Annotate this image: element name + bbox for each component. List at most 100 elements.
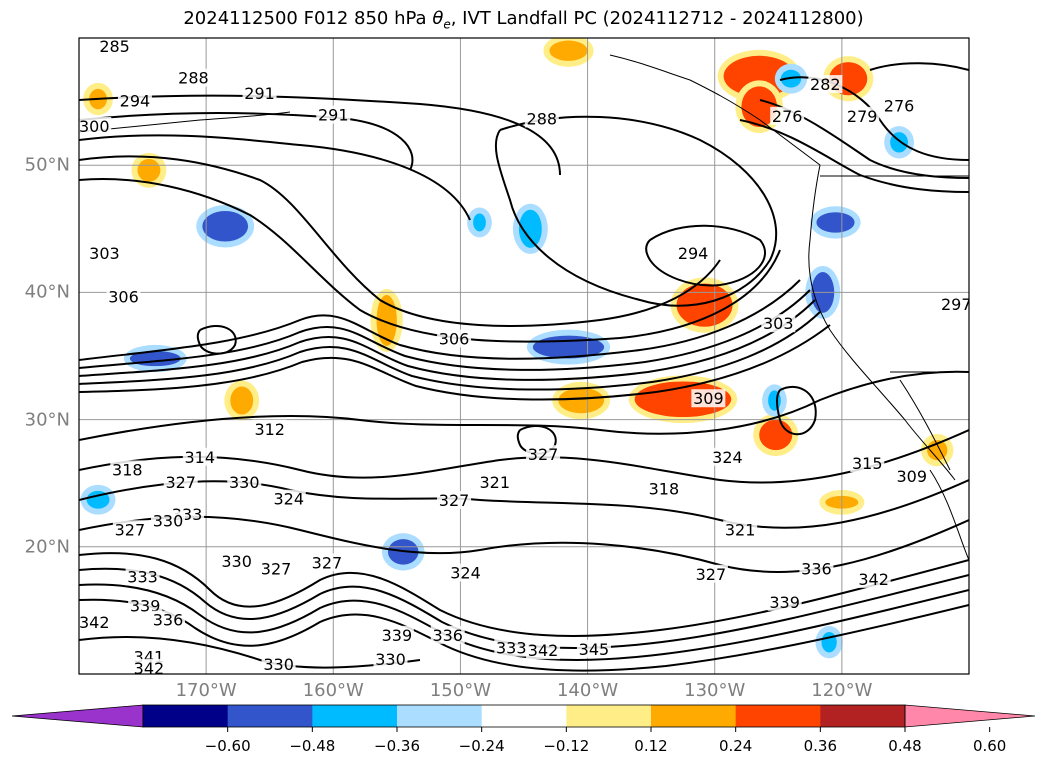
ivt-shade-region xyxy=(230,386,254,415)
coastline-mexico xyxy=(929,469,969,561)
contour-line xyxy=(79,94,561,176)
contour-line xyxy=(79,155,721,327)
colorbar-tick-label: 0.36 xyxy=(803,737,838,755)
colorbar-segment xyxy=(735,705,821,727)
contour-label-bg xyxy=(151,610,185,629)
contour-label: 309 xyxy=(693,389,724,408)
contour-label-bg xyxy=(494,638,529,657)
latitude-label: 30°N xyxy=(24,409,70,431)
contour-label: 342 xyxy=(79,613,110,632)
contour-label: 330 xyxy=(263,655,294,674)
contour-label: 294 xyxy=(120,92,151,111)
map-background xyxy=(79,38,969,674)
contour-label-bg xyxy=(110,460,145,479)
contour-label: 303 xyxy=(89,244,120,263)
contour-label-bg xyxy=(882,96,917,115)
contour-label-bg xyxy=(79,613,112,632)
contour-label-bg xyxy=(676,244,711,263)
contour-label-bg xyxy=(131,658,166,674)
contour-label-bg xyxy=(97,38,132,55)
contour-line xyxy=(79,635,421,669)
ivt-shade-region xyxy=(558,387,605,414)
contour-label: 333 xyxy=(496,639,527,658)
contour-label-bg xyxy=(182,447,217,466)
contour-label: 276 xyxy=(772,107,803,126)
ivt-shade-region xyxy=(821,632,837,653)
contour-label: 321 xyxy=(725,520,756,539)
contour-line xyxy=(79,429,969,484)
contour-line xyxy=(196,325,237,355)
contour-label: 324 xyxy=(712,448,743,467)
contour-line xyxy=(79,311,821,391)
contour-label-layer: 285 288 291 294 291 300 288 282 276 279 276 294 303 3… xyxy=(79,37,972,674)
latitude-label: 40°N xyxy=(24,281,70,303)
contour-label: 318 xyxy=(112,460,143,479)
colorbar-tick-label: −0.36 xyxy=(374,737,420,755)
ivt-shade-region xyxy=(676,283,733,327)
contour-label: 321 xyxy=(479,473,510,492)
colorbar-tick-label: −0.24 xyxy=(458,737,505,755)
contour-label-bg xyxy=(576,639,611,658)
contour-line xyxy=(79,567,969,649)
contour-line xyxy=(79,370,969,441)
ivt-shade-region xyxy=(723,55,795,97)
contour-label-bg xyxy=(271,489,306,508)
contour-label: 345 xyxy=(579,640,610,659)
contour-label-bg xyxy=(526,445,561,464)
colorbar-tick-label: −0.60 xyxy=(204,737,251,755)
contour-label: 327 xyxy=(115,520,146,539)
contour-label-bg xyxy=(242,83,277,102)
contour-label-bg xyxy=(477,473,512,492)
contour-label-bg xyxy=(430,625,465,644)
colorbar-extend-max xyxy=(904,704,1036,728)
contour-label-bg xyxy=(856,569,891,588)
longitude-label: 150°W xyxy=(429,680,491,701)
contour-label-bg xyxy=(176,68,211,87)
contour-line xyxy=(739,119,969,193)
contour-label: 342 xyxy=(528,641,559,660)
ivt-shade-region xyxy=(376,294,397,346)
contour-label: 309 xyxy=(897,467,928,486)
contour-label: 291 xyxy=(244,84,275,103)
contour-label-bg xyxy=(939,295,969,314)
colorbar-tick-label: −0.48 xyxy=(289,737,336,755)
colorbar-tick-label: 0.24 xyxy=(718,737,753,755)
colorbar-tick-label: 0.60 xyxy=(972,737,1007,755)
contour-label-bg xyxy=(646,479,681,498)
contour-label-bg xyxy=(524,109,559,128)
contour-label: 288 xyxy=(178,69,209,88)
contour-label: 324 xyxy=(274,490,305,509)
contour-label: 285 xyxy=(99,37,130,56)
contour-label-bg xyxy=(112,520,147,539)
contour-label: 300 xyxy=(79,117,110,136)
contour-label-bg xyxy=(261,655,296,674)
colorbar-segment xyxy=(397,705,483,727)
contour-line xyxy=(79,324,831,401)
contour-label-bg xyxy=(309,553,344,572)
contour-label: 336 xyxy=(153,611,184,630)
contour-label-bg xyxy=(79,117,112,136)
ivt-shade-region xyxy=(549,40,588,61)
contour-label: 291 xyxy=(318,106,349,125)
contour-label: 294 xyxy=(678,244,709,263)
contour-line xyxy=(79,552,969,637)
coastline-layer xyxy=(79,54,969,561)
colorbar-segment xyxy=(143,705,229,727)
contour-label-bg xyxy=(761,314,796,333)
latitude-label: 50°N xyxy=(24,154,70,176)
contour-label: 312 xyxy=(254,420,285,439)
contour-line xyxy=(79,299,816,381)
colorbar-segment xyxy=(820,705,906,727)
colorbar-extend-min xyxy=(11,704,144,728)
contour-label: 297 xyxy=(941,295,972,314)
contour-line xyxy=(79,112,414,171)
contour-label-bg xyxy=(693,564,728,583)
contour-label: 279 xyxy=(847,107,878,126)
contour-label-bg xyxy=(437,491,472,510)
contour-label-bg xyxy=(163,473,198,492)
colorbar-segment xyxy=(227,705,313,727)
contour-label-bg xyxy=(151,511,185,530)
coastline-alaska xyxy=(609,54,821,166)
colorbar xyxy=(11,704,1036,732)
contour-label-bg xyxy=(125,567,160,586)
